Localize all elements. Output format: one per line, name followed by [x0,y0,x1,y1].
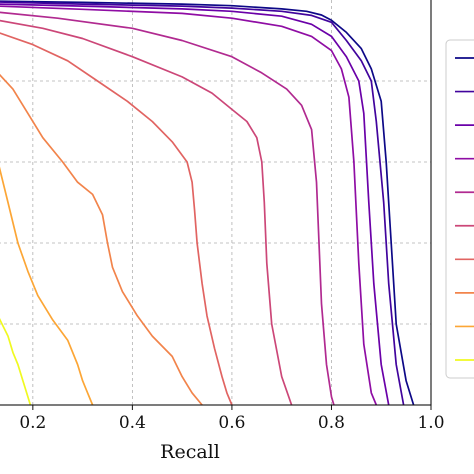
series-line-5 [0,11,335,406]
series-line-8 [0,73,203,406]
series-line-2 [0,1,405,406]
x-tick-label: 0.2 [19,413,46,433]
x-tick-label: 0.6 [218,413,245,433]
x-axis-ticks: 0.2 0.4 0.6 0.8 1.0 [19,405,445,433]
x-tick-label: 0.8 [318,413,345,433]
series-line-9 [0,166,94,406]
x-tick-label: 1.0 [417,413,444,433]
series-line-1 [0,0,415,406]
x-tick-label: 0.4 [119,413,146,433]
series-line-4 [0,5,378,406]
series-line-7 [0,32,233,406]
plot-frame [0,0,432,406]
series-lines [0,0,415,406]
legend-box [445,39,474,379]
x-axis-title: Recall [160,441,220,463]
series-line-3 [0,3,390,406]
series-line-6 [0,19,293,406]
legend-items [455,57,474,361]
legend [445,39,474,379]
series-line-10 [0,318,32,406]
grid-lines [0,0,431,405]
